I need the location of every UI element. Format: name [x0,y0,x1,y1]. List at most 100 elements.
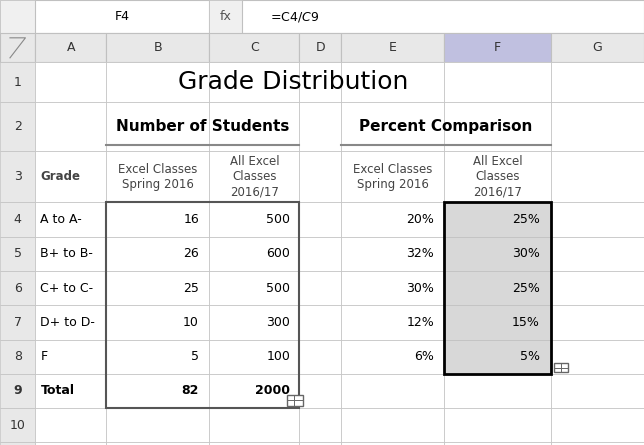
Bar [209,151,299,202]
Text: Number of Students: Number of Students [116,119,290,134]
Bar [341,202,444,237]
Bar [106,237,209,271]
Bar [0,305,35,340]
Bar [341,102,444,151]
Bar [299,442,341,445]
Bar [0,374,35,408]
Text: Excel Classes
Spring 2016: Excel Classes Spring 2016 [353,163,433,191]
Text: 2: 2 [14,120,22,134]
Bar [209,202,299,237]
Text: Excel Classes
Spring 2016: Excel Classes Spring 2016 [118,163,198,191]
Text: B: B [153,41,162,54]
Text: Grade Distribution: Grade Distribution [178,70,408,94]
Text: 15%: 15% [512,316,540,329]
Bar [551,102,644,151]
Bar [341,442,444,445]
Bar [299,151,341,202]
Bar [209,340,299,374]
Bar [209,442,299,445]
Text: 500: 500 [267,282,290,295]
Bar [35,237,106,271]
Bar [554,363,568,372]
Text: F: F [41,350,48,363]
Bar [106,62,209,102]
Bar [444,202,551,374]
Text: 2000: 2000 [256,384,290,397]
Bar [551,442,644,445]
Text: 25%: 25% [512,282,540,295]
Text: fx: fx [220,10,231,23]
Text: 5: 5 [14,247,22,260]
Bar [106,305,209,340]
Bar [341,340,444,374]
Text: 1: 1 [14,76,22,89]
Bar [299,237,341,271]
Text: 300: 300 [267,316,290,329]
Bar [35,374,106,408]
Bar [209,271,299,305]
Bar [35,102,106,151]
Bar [341,374,444,408]
Bar [35,33,106,62]
Bar [551,408,644,442]
Text: 100: 100 [267,350,290,363]
Bar [444,305,551,340]
Bar [106,202,299,408]
Bar [35,0,209,33]
Bar [444,102,551,151]
Bar [444,237,551,271]
Text: 30%: 30% [512,247,540,260]
Bar [0,271,35,305]
Bar [209,0,242,33]
Text: A: A [66,41,75,54]
Bar [0,408,35,442]
Bar [35,151,106,202]
Bar [209,237,299,271]
Bar [209,33,299,62]
Bar [209,374,299,408]
Text: 4: 4 [14,213,22,226]
Text: 6%: 6% [414,350,434,363]
Bar [0,0,644,33]
Bar [106,151,209,202]
Bar [106,271,209,305]
Bar [299,271,341,305]
Bar [551,151,644,202]
Bar [551,62,644,102]
Bar [551,271,644,305]
Bar [0,33,35,62]
Text: 500: 500 [267,213,290,226]
Bar [341,305,444,340]
Bar [444,340,551,374]
Bar [0,442,35,445]
Bar [0,340,35,374]
Bar [551,374,644,408]
Bar [35,340,106,374]
Bar [106,33,209,62]
Bar [444,442,551,445]
Text: =C4/$C$9: =C4/$C$9 [270,10,319,24]
Bar [0,102,35,151]
Text: 3: 3 [14,170,22,183]
Text: 10: 10 [183,316,199,329]
Text: 16: 16 [184,213,199,226]
Bar [341,271,444,305]
Bar [444,305,551,340]
Text: 5: 5 [191,350,199,363]
Bar [106,102,209,151]
Text: F4: F4 [115,10,130,23]
Text: A to A-: A to A- [41,213,82,226]
Bar [551,237,644,271]
Bar [551,33,644,62]
Bar [299,408,341,442]
Bar [444,62,551,102]
Text: 12%: 12% [406,316,434,329]
Bar [0,62,35,102]
Bar [106,408,209,442]
Text: F: F [494,41,501,54]
Bar [35,442,106,445]
Text: D+ to D-: D+ to D- [41,316,95,329]
Bar [444,340,551,374]
Bar [0,237,35,271]
Bar [341,62,444,102]
